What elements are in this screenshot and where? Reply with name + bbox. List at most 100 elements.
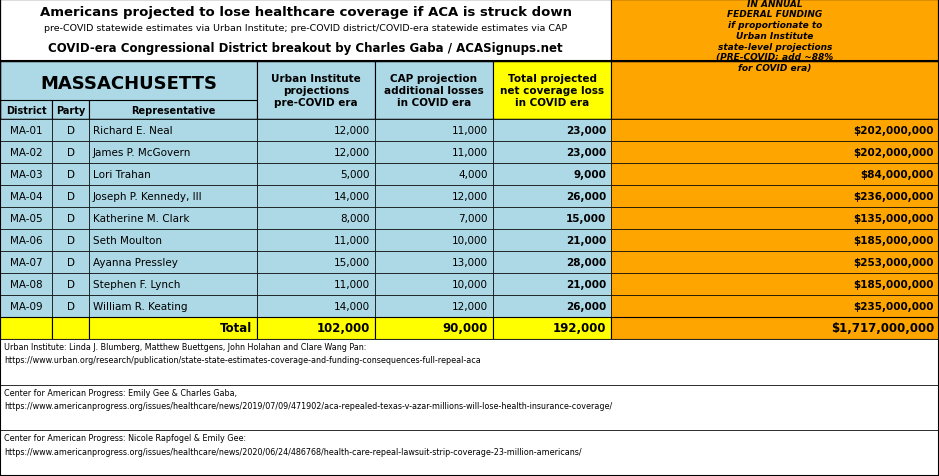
Bar — [52, 317, 89, 339]
Text: 10,000: 10,000 — [452, 279, 488, 289]
Text: Urban Institute: Linda J. Blumberg, Matthew Buettgens, John Holahan and Clare Wa: Urban Institute: Linda J. Blumberg, Matt… — [4, 342, 481, 365]
Bar — [52, 229, 89, 251]
Bar — [52, 120, 89, 142]
Text: $235,000,000: $235,000,000 — [854, 301, 934, 311]
Text: 7,000: 7,000 — [458, 214, 488, 224]
Text: D: D — [67, 301, 74, 311]
Bar — [89, 142, 257, 164]
Text: $185,000,000: $185,000,000 — [854, 279, 934, 289]
Bar — [89, 186, 257, 208]
Bar — [0, 273, 52, 296]
Text: 14,000: 14,000 — [334, 301, 370, 311]
Bar — [611, 62, 939, 120]
Text: MA-08: MA-08 — [9, 279, 42, 289]
Bar — [257, 296, 375, 317]
Bar — [493, 164, 611, 186]
Text: 9,000: 9,000 — [573, 169, 606, 179]
Text: D: D — [67, 126, 74, 136]
Text: Representative: Representative — [131, 105, 215, 115]
Text: $236,000,000: $236,000,000 — [854, 192, 934, 201]
Bar — [493, 120, 611, 142]
Bar — [0, 339, 939, 385]
Bar — [0, 186, 52, 208]
Bar — [257, 62, 375, 120]
Text: MA-09: MA-09 — [9, 301, 42, 311]
Text: District: District — [6, 105, 46, 115]
Bar — [257, 317, 375, 339]
Text: 11,000: 11,000 — [334, 279, 370, 289]
Bar — [611, 208, 939, 229]
Text: 4,000: 4,000 — [458, 169, 488, 179]
Bar — [89, 296, 257, 317]
Bar — [375, 120, 493, 142]
Bar — [375, 273, 493, 296]
Text: William R. Keating: William R. Keating — [93, 301, 188, 311]
Text: D: D — [67, 148, 74, 158]
Bar — [52, 101, 89, 120]
Text: 12,000: 12,000 — [334, 148, 370, 158]
Text: 23,000: 23,000 — [566, 126, 606, 136]
Text: Americans projected to lose healthcare coverage if ACA is struck down: Americans projected to lose healthcare c… — [39, 6, 572, 19]
Text: 12,000: 12,000 — [452, 192, 488, 201]
Bar — [493, 273, 611, 296]
Bar — [493, 296, 611, 317]
Bar — [375, 142, 493, 164]
Text: Total projected
net coverage loss
in COVID era: Total projected net coverage loss in COV… — [500, 73, 604, 108]
Bar — [375, 296, 493, 317]
Text: Center for American Progress: Emily Gee & Charles Gaba,
https://www.americanprog: Center for American Progress: Emily Gee … — [4, 388, 612, 410]
Bar — [493, 251, 611, 273]
Text: COVID-era Congressional District breakout by Charles Gaba / ACASignups.net: COVID-era Congressional District breakou… — [48, 42, 562, 55]
Text: MASSACHUSETTS: MASSACHUSETTS — [40, 75, 217, 93]
Text: $253,000,000: $253,000,000 — [854, 258, 934, 268]
Bar — [0, 385, 939, 430]
Text: 15,000: 15,000 — [334, 258, 370, 268]
Text: $202,000,000: $202,000,000 — [854, 148, 934, 158]
Text: 11,000: 11,000 — [452, 126, 488, 136]
Bar — [0, 430, 939, 476]
Bar — [257, 186, 375, 208]
Text: 11,000: 11,000 — [452, 148, 488, 158]
Bar — [0, 142, 52, 164]
Bar — [52, 142, 89, 164]
Bar — [52, 186, 89, 208]
Bar — [611, 164, 939, 186]
Bar — [257, 164, 375, 186]
Bar — [52, 251, 89, 273]
Bar — [375, 317, 493, 339]
Bar — [257, 251, 375, 273]
Text: $185,000,000: $185,000,000 — [854, 236, 934, 246]
Text: 14,000: 14,000 — [334, 192, 370, 201]
Text: MA-02: MA-02 — [9, 148, 42, 158]
Bar — [257, 142, 375, 164]
Text: Stephen F. Lynch: Stephen F. Lynch — [93, 279, 180, 289]
Bar — [0, 62, 939, 120]
Text: MA-07: MA-07 — [9, 258, 42, 268]
Text: MA-04: MA-04 — [9, 192, 42, 201]
Bar — [375, 62, 493, 120]
Text: 5,000: 5,000 — [341, 169, 370, 179]
Bar — [611, 0, 939, 62]
Bar — [375, 186, 493, 208]
Text: $135,000,000: $135,000,000 — [854, 214, 934, 224]
Text: MA-01: MA-01 — [9, 126, 42, 136]
Bar — [611, 229, 939, 251]
Text: MA-03: MA-03 — [9, 169, 42, 179]
Text: 26,000: 26,000 — [566, 301, 606, 311]
Text: James P. McGovern: James P. McGovern — [93, 148, 192, 158]
Bar — [89, 251, 257, 273]
Bar — [0, 208, 52, 229]
Text: pre-COVID statewide estimates via Urban Institute; pre-COVID district/COVID-era : pre-COVID statewide estimates via Urban … — [44, 24, 567, 33]
Bar — [89, 120, 257, 142]
Text: CAP projection
additional losses
in COVID era: CAP projection additional losses in COVI… — [384, 73, 484, 108]
Text: Urban Institute
projections
pre-COVID era: Urban Institute projections pre-COVID er… — [271, 73, 361, 108]
Bar — [52, 208, 89, 229]
Bar — [89, 208, 257, 229]
Bar — [611, 317, 939, 339]
Text: Seth Moulton: Seth Moulton — [93, 236, 162, 246]
Bar — [0, 120, 52, 142]
Bar — [375, 251, 493, 273]
Text: 28,000: 28,000 — [566, 258, 606, 268]
Text: 102,000: 102,000 — [316, 322, 370, 335]
Text: 192,000: 192,000 — [552, 322, 606, 335]
Text: D: D — [67, 192, 74, 201]
